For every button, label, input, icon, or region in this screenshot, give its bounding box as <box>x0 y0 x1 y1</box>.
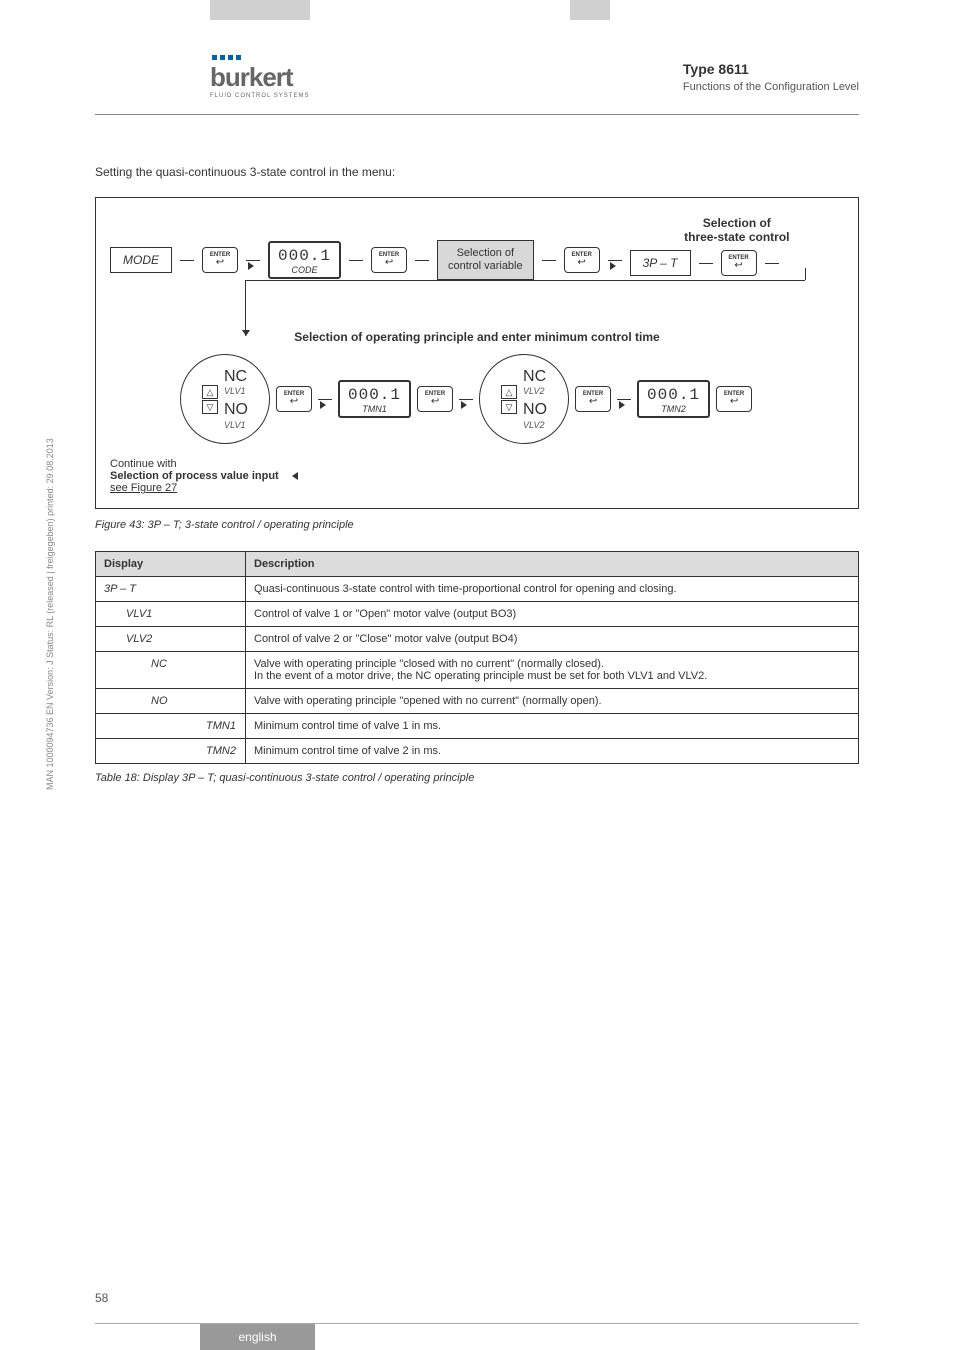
footer-language: english <box>200 1324 315 1350</box>
table-cell-display: NO <box>96 689 246 714</box>
section2-title: Selection of operating principle and ent… <box>110 330 844 344</box>
table-cell-description: Valve with operating principle "closed w… <box>246 652 859 689</box>
table-caption: Table 18: Display 3P – T; quasi-continuo… <box>95 772 859 784</box>
top-accent-bar2 <box>570 0 610 20</box>
intro-text: Setting the quasi-continuous 3-state con… <box>95 165 859 179</box>
table-row: VLV1Control of valve 1 or "Open" motor v… <box>96 602 859 627</box>
enter-key-icon: ENTER ↩ <box>276 386 312 412</box>
enter-key-icon: ENTER ↩ <box>202 247 238 273</box>
table-cell-display: TMN2 <box>96 739 246 764</box>
mode-box: MODE <box>110 247 172 273</box>
table-cell-display: NC <box>96 652 246 689</box>
description-table: Display Description 3P – TQuasi-continuo… <box>95 551 859 764</box>
selection-heading: Selection of three-state control <box>630 216 844 244</box>
table-row: TMN2Minimum control time of valve 2 in m… <box>96 739 859 764</box>
table-cell-description: Control of valve 2 or "Close" motor valv… <box>246 627 859 652</box>
enter-key-icon: ENTER ↩ <box>575 386 611 412</box>
table-cell-description: Minimum control time of valve 1 in ms. <box>246 714 859 739</box>
table-cell-display: VLV2 <box>96 627 246 652</box>
enter-key-icon: ENTER ↩ <box>371 247 407 273</box>
table-row: VLV2Control of valve 2 or "Close" motor … <box>96 627 859 652</box>
updown-icon: △ ▽ <box>501 385 517 414</box>
content-area: Setting the quasi-continuous 3-state con… <box>0 115 954 784</box>
updown-icon: △ ▽ <box>202 385 218 414</box>
table-cell-description: Quasi-continuous 3-state control with ti… <box>246 577 859 602</box>
tmn1-lcd: 000.1 TMN1 <box>338 380 411 418</box>
table-cell-display: 3P – T <box>96 577 246 602</box>
3pt-box: 3P – T <box>630 250 691 276</box>
type-line: Type 8611 <box>683 61 859 77</box>
header-subtitle: Functions of the Configuration Level <box>683 81 859 93</box>
vlv1-circle: △ ▽ NCVLV1 NOVLV1 <box>180 354 270 444</box>
logo-text: burkert <box>210 62 293 93</box>
figure-caption: Figure 43: 3P – T; 3-state control / ope… <box>95 519 859 531</box>
tmn2-lcd: 000.1 TMN2 <box>637 380 710 418</box>
table-row: TMN1Minimum control time of valve 1 in m… <box>96 714 859 739</box>
table-row: 3P – TQuasi-continuous 3-state control w… <box>96 577 859 602</box>
continue-note: Continue with Selection of process value… <box>110 458 844 494</box>
table-row: NOValve with operating principle "opened… <box>96 689 859 714</box>
table-header-description: Description <box>246 552 859 577</box>
table-cell-description: Control of valve 1 or "Open" motor valve… <box>246 602 859 627</box>
logo: burkert FLUID CONTROL SYSTEMS <box>210 55 309 99</box>
table-cell-display: VLV1 <box>96 602 246 627</box>
logo-dots <box>212 55 241 60</box>
code-lcd: 000.1 CODE <box>268 241 341 279</box>
page-number: 58 <box>95 1291 108 1305</box>
vlv2-circle: △ ▽ NCVLV2 NOVLV2 <box>479 354 569 444</box>
page-header: burkert FLUID CONTROL SYSTEMS Type 8611 … <box>0 0 954 99</box>
table-row: NCValve with operating principle "closed… <box>96 652 859 689</box>
header-right: Type 8611 Functions of the Configuration… <box>683 61 859 93</box>
table-header-display: Display <box>96 552 246 577</box>
enter-key-icon: ENTER ↩ <box>716 386 752 412</box>
table-cell-display: TMN1 <box>96 714 246 739</box>
table-cell-description: Valve with operating principle "opened w… <box>246 689 859 714</box>
top-accent-bar <box>210 0 310 20</box>
side-metadata: MAN 1000094736 EN Version: J Status: RL … <box>45 438 55 790</box>
logo-subtitle: FLUID CONTROL SYSTEMS <box>210 93 309 99</box>
sel-control-variable: Selection of control variable <box>437 240 534 280</box>
enter-key-icon: ENTER ↩ <box>721 250 757 276</box>
enter-key-icon: ENTER ↩ <box>564 247 600 273</box>
enter-key-icon: ENTER ↩ <box>417 386 453 412</box>
flow-diagram: MODE ENTER ↩ 000.1 CODE ENTER ↩ Selectio… <box>95 197 859 509</box>
table-cell-description: Minimum control time of valve 2 in ms. <box>246 739 859 764</box>
